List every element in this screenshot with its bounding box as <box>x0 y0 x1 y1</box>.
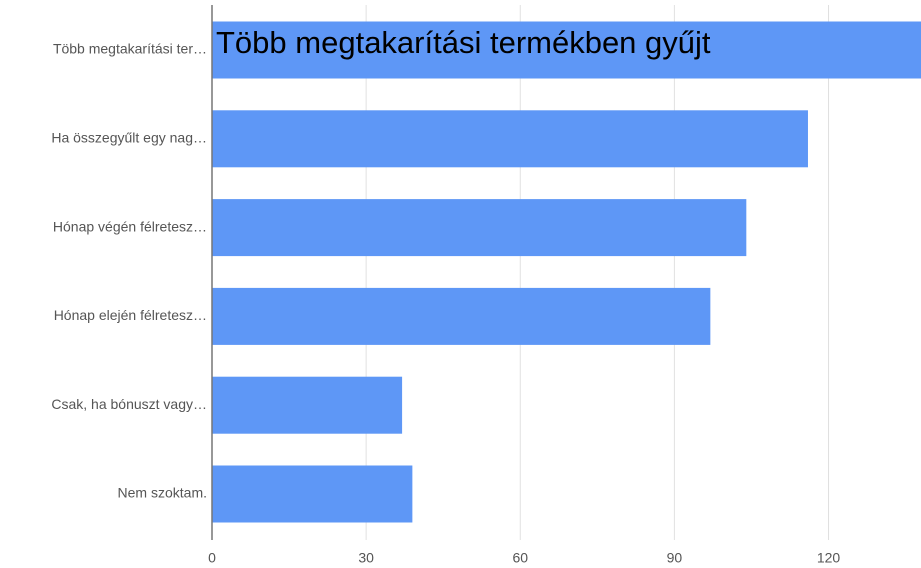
bar <box>212 376 403 434</box>
labels: 0 30 60 90 120 Több megtakarítási ter… Ha össz… <box>51 41 840 566</box>
x-tick-label: 60 <box>512 550 528 566</box>
bar <box>212 199 747 257</box>
y-tick-label: Több megtakarítási ter… <box>53 41 207 57</box>
bar <box>212 287 711 345</box>
y-tick-label: Hónap elején félretesz… <box>54 307 207 323</box>
y-tick-label: Hónap végén félretesz… <box>53 218 207 234</box>
y-tick-label: Csak, ha bónuszt vagy… <box>51 396 207 412</box>
x-tick-label: 120 <box>817 550 841 566</box>
y-tick-label: Ha összegyűlt egy nag… <box>51 130 207 146</box>
bars <box>212 21 921 523</box>
grid <box>211 5 830 540</box>
bar <box>212 465 413 523</box>
bar <box>212 110 808 168</box>
x-tick-label: 0 <box>208 550 216 566</box>
y-tick-label: Nem szoktam. <box>118 485 207 501</box>
x-tick-label: 90 <box>667 550 683 566</box>
x-tick-label: 30 <box>358 550 374 566</box>
annotation: Több megtakarítási termékben gyűjt <box>216 25 711 60</box>
bar <box>212 21 921 79</box>
